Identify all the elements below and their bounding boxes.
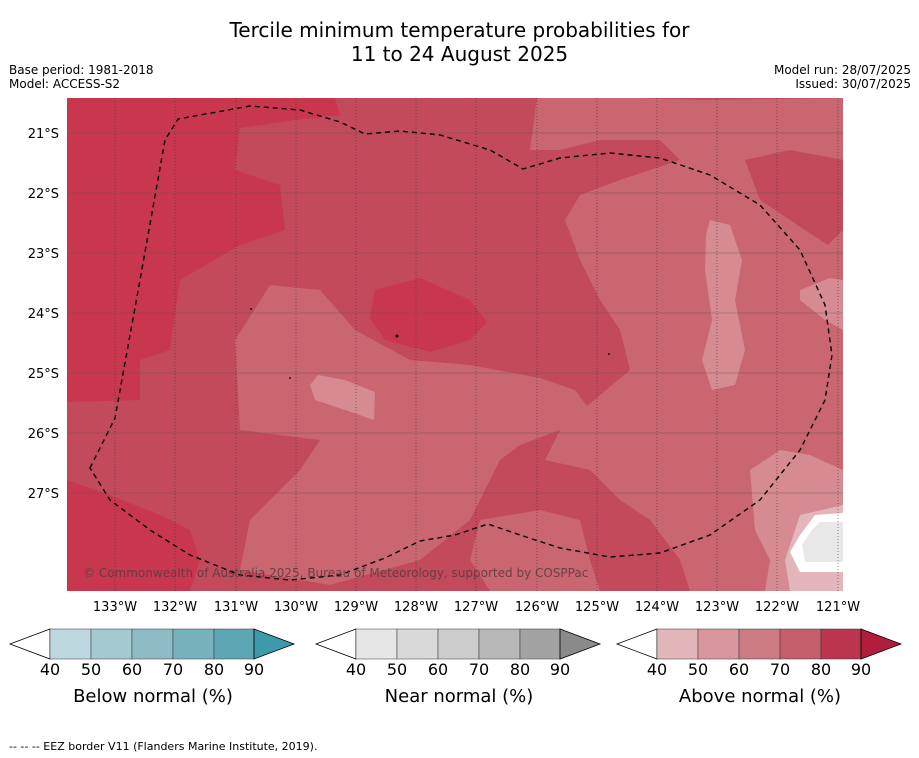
tick-label: 60 [121,660,143,679]
tick-label: 70 [769,660,791,679]
lon-label-128w: 128°W [394,600,438,615]
meta-right: Model run: 28/07/2025 Issued: 30/07/2025 [774,63,911,91]
lat-label-27s: 27°S [28,487,59,502]
colorbar-above-segment [738,628,781,660]
probability-map[interactable]: © Commonwealth of Australia 2025, Bureau… [0,0,919,620]
field-above-50-b [702,220,745,390]
title-line-2: 11 to 24 August 2025 [350,42,569,66]
chart-title: Tercile minimum temperature probabilitie… [0,18,919,66]
lon-label-131w: 131°W [214,600,258,615]
colorbar-near-title: Near normal (%) [384,686,534,707]
longitude-labels: 133°W 132°W 131°W 130°W 129°W 128°W 127°… [93,600,860,615]
colorbar-near-segment [437,628,480,660]
tick-label: 40 [345,660,367,679]
colorbar-near-segment [478,628,521,660]
field-above-80-west [67,98,340,402]
tick-label: 60 [427,660,449,679]
colorbar-near-segment [519,628,561,660]
tick-label: 80 [810,660,832,679]
colorbar-below-normal [8,628,296,660]
lat-label-23s: 23°S [28,247,59,262]
field-above-80-centre [370,278,487,352]
meridians [114,98,839,591]
field-near-40-southeast [802,522,843,562]
colorbar-below-segment [172,628,215,660]
colorbar-near-high-extension [559,628,602,660]
lon-label-127w: 127°W [454,600,498,615]
tick-label: 40 [646,660,668,679]
meta-left: Base period: 1981-2018 Model: ACCESS-S2 [9,63,154,91]
field-above-70-northeast [745,150,843,245]
colorbar-near-segment [355,628,398,660]
field-above-50-c [800,278,843,330]
lon-label-122w: 122°W [755,600,799,615]
lon-label-130w: 130°W [274,600,318,615]
tick-label: 70 [468,660,490,679]
lon-label-129w: 129°W [334,600,378,615]
tick-label: 50 [687,660,709,679]
colorbar-above-segment [779,628,822,660]
colorbar-below-segment [131,628,174,660]
eez-border [89,105,833,581]
colorbar-below-low-extension [8,628,51,660]
copyright-text: © Commonwealth of Australia 2025, Bureau… [83,566,588,580]
field-above-60-south [470,510,600,591]
colorbar-above-segment [697,628,740,660]
map-fields [67,98,843,591]
tick-label: 80 [509,660,531,679]
field-above-60-central [235,285,590,585]
lon-label-126w: 126°W [515,600,559,615]
tick-label: 80 [203,660,225,679]
tick-label: 70 [162,660,184,679]
model-run-text: Model run: 28/07/2025 [773,63,911,77]
model-text: Model: ACCESS-S2 [9,77,121,91]
field-above-80-southwest [67,480,200,591]
colorbar-near-low-extension [314,628,357,660]
colorbar-below-segment [49,628,92,660]
gridlines [67,132,843,494]
colorbar-above-normal [615,628,903,660]
colorbar-below-title: Below normal (%) [73,686,233,707]
islands [250,308,610,379]
lon-label-132w: 132°W [153,600,197,615]
colorbar-near-normal [314,628,602,660]
eez-legend-text: -- -- -- EEZ border V11 (Flanders Marine… [9,740,318,753]
colorbar-above-segment [656,628,699,660]
lat-label-25s: 25°S [28,367,59,382]
colorbar-below-segment [213,628,255,660]
tick-label: 60 [728,660,750,679]
tick-label: 90 [850,660,872,679]
colorbar-above-title: Above normal (%) [678,686,842,707]
colorbar-near-segment [396,628,439,660]
lat-label-26s: 26°S [28,427,59,442]
tick-label: 40 [39,660,61,679]
colorbar-above-low-extension [615,628,658,660]
lon-label-121w: 121°W [816,600,860,615]
colorbar-below-high-extension [253,628,296,660]
colorbar-above-high-extension [860,628,903,660]
colorbar-below-segment [90,628,133,660]
base-period-text: Base period: 1981-2018 [9,63,154,77]
tick-label: 50 [386,660,408,679]
issued-text: Issued: 30/07/2025 [795,77,911,91]
lat-label-22s: 22°S [28,187,59,202]
latitude-labels: 21°S 22°S 23°S 24°S 25°S 26°S 27°S [28,127,59,502]
tick-label: 50 [80,660,102,679]
field-above-50-a [310,375,375,420]
lat-label-21s: 21°S [28,127,59,142]
lon-label-123w: 123°W [695,600,739,615]
tick-label: 90 [549,660,571,679]
colorbar-above-segment [820,628,862,660]
lon-label-124w: 124°W [635,600,679,615]
lat-label-24s: 24°S [28,307,59,322]
tick-label: 90 [243,660,265,679]
title-line-1: Tercile minimum temperature probabilitie… [229,18,690,42]
lon-label-125w: 125°W [575,600,619,615]
lon-label-133w: 133°W [93,600,137,615]
